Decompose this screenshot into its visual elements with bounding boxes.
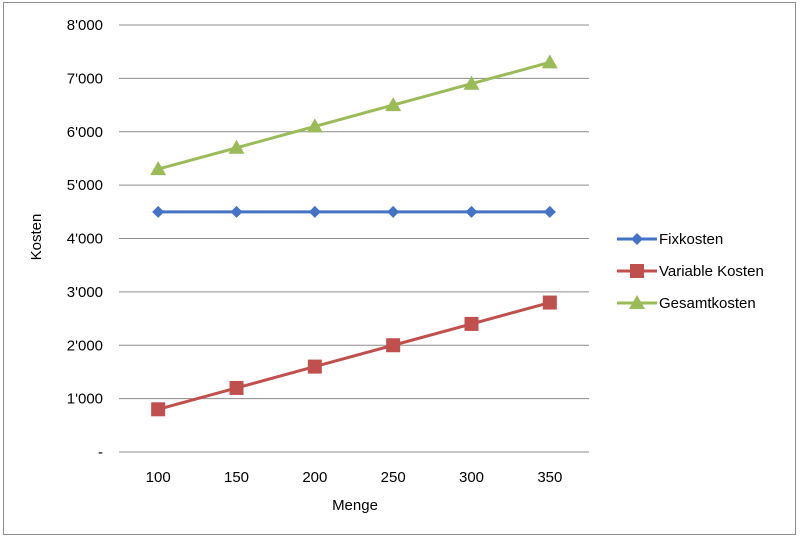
legend-item: Fixkosten (617, 231, 723, 248)
data-point-marker (543, 205, 556, 218)
x-axis-ticks: 100 150 200 250 300 350 (146, 469, 563, 486)
data-point-marker (465, 205, 478, 218)
x-axis-title: Menge (332, 497, 378, 514)
y-tick-label: 2'000 (67, 337, 103, 354)
data-point-marker (463, 75, 480, 90)
legend-item: Gesamtkosten (617, 295, 756, 312)
y-axis-title: Kosten (28, 214, 45, 261)
data-point-marker (387, 205, 400, 218)
y-axis-ticks: - 1'000 2'000 3'000 4'000 5'000 6'000 7'000 8'00… (67, 17, 103, 461)
data-point-marker (228, 139, 245, 154)
data-point-marker (230, 205, 243, 218)
data-point-marker (152, 205, 165, 218)
y-tick-label: 1'000 (67, 391, 103, 408)
data-point-marker (308, 205, 321, 218)
data-point-marker (307, 359, 322, 374)
data-point-marker (150, 161, 167, 176)
series-line (157, 301, 551, 411)
data-point-marker (386, 338, 401, 353)
x-tick-label: 200 (302, 469, 327, 486)
x-tick-label: 300 (459, 469, 484, 486)
legend-marker (630, 264, 644, 278)
legend-marker (629, 295, 645, 309)
x-tick-label: 350 (537, 469, 562, 486)
data-point-marker (542, 295, 557, 310)
y-tick-label: - (98, 444, 103, 461)
legend-marker (631, 233, 643, 245)
data-point-marker (229, 380, 244, 395)
series-gesamtkosten (150, 54, 558, 176)
series-line (157, 60, 551, 171)
data-point-marker (464, 316, 479, 331)
legend-label: Variable Kosten (659, 263, 764, 280)
y-tick-label: 8'000 (67, 17, 103, 34)
data-point-marker (306, 118, 323, 133)
y-tick-label: 6'000 (67, 124, 103, 141)
series-fixkosten (152, 205, 556, 218)
gridlines (119, 24, 589, 453)
y-tick-label: 5'000 (67, 177, 103, 194)
legend-label: Gesamtkosten (659, 295, 756, 312)
y-tick-label: 7'000 (67, 70, 103, 87)
legend: Fixkosten Variable Kosten Gesamtkosten (617, 231, 764, 312)
x-tick-label: 150 (224, 469, 249, 486)
legend-label: Fixkosten (659, 231, 723, 248)
series-group (150, 54, 558, 417)
y-tick-label: 4'000 (67, 231, 103, 248)
data-point-marker (541, 54, 558, 69)
data-point-marker (385, 97, 402, 112)
series-variable-kosten (151, 295, 557, 417)
legend-item: Variable Kosten (617, 263, 764, 280)
chart-frame (3, 2, 796, 535)
x-tick-label: 250 (381, 469, 406, 486)
y-tick-label: 3'000 (67, 284, 103, 301)
x-tick-label: 100 (146, 469, 171, 486)
data-point-marker (151, 402, 166, 417)
